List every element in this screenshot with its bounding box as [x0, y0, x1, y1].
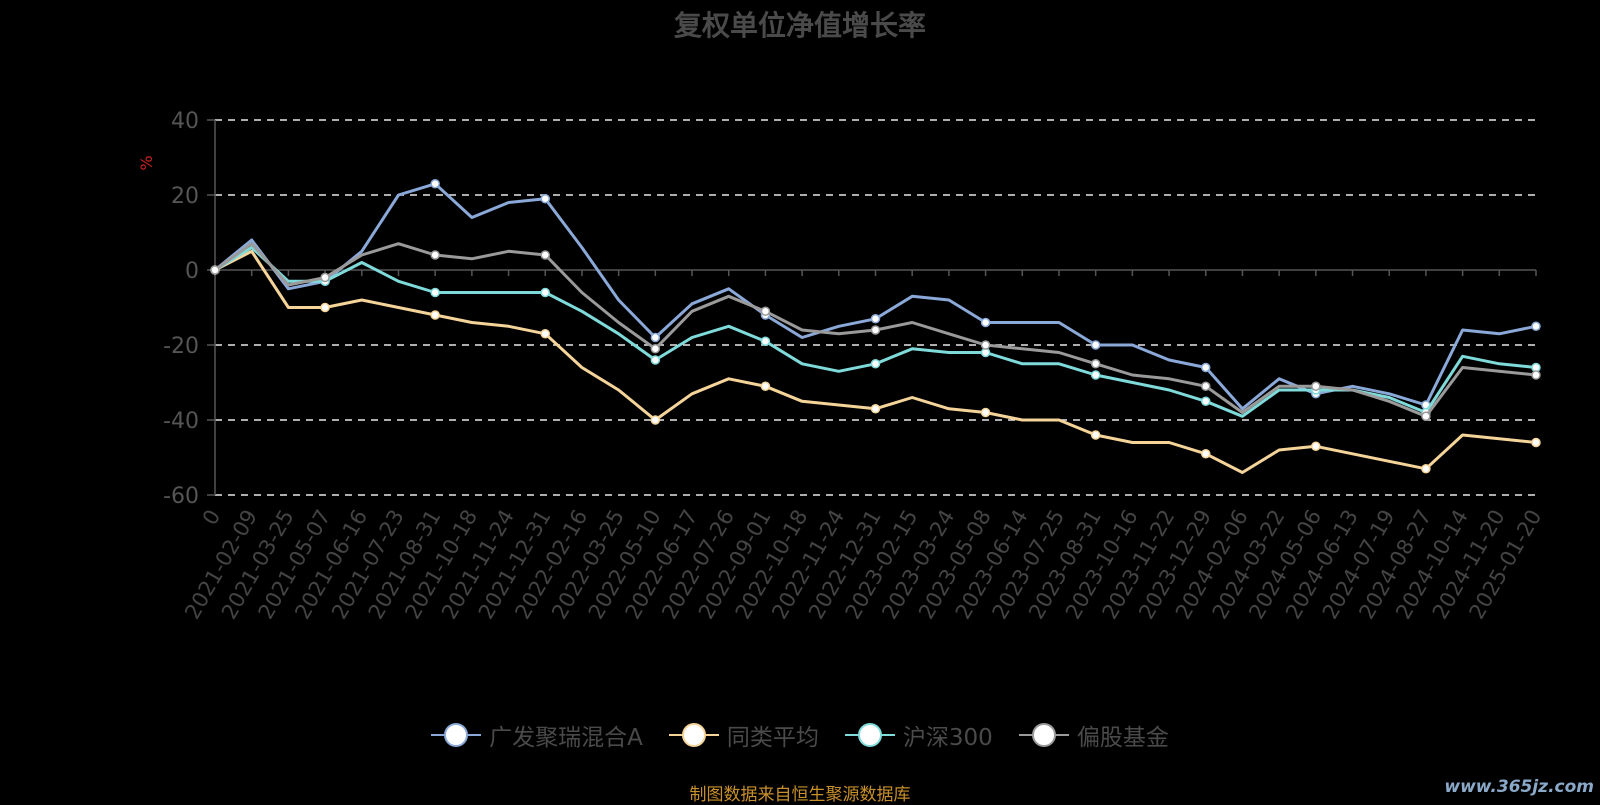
series-point — [1311, 381, 1321, 391]
series-point — [980, 407, 991, 418]
series-point — [1421, 411, 1431, 421]
y-tick-label: -20 — [163, 334, 199, 359]
source-note: 制图数据来自恒生聚源数据库 — [689, 785, 911, 805]
series-point — [650, 332, 661, 343]
series-point — [210, 265, 220, 275]
series-point — [1201, 362, 1211, 373]
series-point — [650, 355, 661, 365]
series-point — [1090, 370, 1101, 380]
series-line — [214, 182, 1537, 411]
x-tick-label: 0 — [198, 506, 225, 530]
legend-item-csi300[interactable]: 沪深300 — [844, 718, 993, 752]
series-point — [1201, 381, 1211, 391]
series-point — [1531, 370, 1541, 380]
legend-swatch-icon — [844, 722, 895, 748]
y-axis-unit-label: % — [137, 155, 156, 170]
legend-swatch-icon — [431, 722, 482, 748]
y-tick-label: 40 — [171, 109, 199, 134]
series-point — [540, 194, 550, 204]
legend-label: 同类平均 — [726, 725, 819, 751]
y-tick-label: -40 — [163, 409, 199, 434]
y-tick-label: 20 — [171, 184, 199, 209]
series-point — [1090, 359, 1101, 369]
legend-item-equity-fund[interactable]: 偏股基金 — [1018, 718, 1169, 752]
series-point — [650, 344, 661, 354]
legend-label: 广发聚瑞混合A — [489, 725, 643, 751]
series-point — [870, 359, 881, 369]
series-point — [540, 250, 550, 260]
series-point — [980, 317, 991, 328]
series-point — [1531, 321, 1541, 331]
series-point — [760, 336, 771, 346]
legend-item-fund[interactable]: 广发聚瑞混合A — [431, 718, 643, 752]
series-point — [980, 340, 991, 350]
series-point — [870, 314, 881, 324]
series-point — [430, 179, 440, 189]
series-point — [650, 415, 661, 425]
series-point — [1090, 340, 1101, 350]
legend-swatch-icon — [1018, 722, 1069, 748]
series-point — [1201, 449, 1211, 459]
series-point — [430, 287, 440, 298]
series-point — [320, 302, 330, 313]
legend-label: 偏股基金 — [1076, 725, 1169, 751]
legend-swatch-icon — [668, 722, 719, 748]
chart-title: 复权单位净值增长率 — [673, 9, 926, 42]
legend: 广发聚瑞混合A 同类平均 沪深300 偏股基金 — [0, 718, 1600, 752]
series-point — [760, 381, 771, 391]
legend-item-peer-average[interactable]: 同类平均 — [668, 718, 819, 752]
series-point — [1531, 437, 1541, 448]
series-point — [1201, 396, 1211, 406]
series-point — [1090, 430, 1101, 440]
series-point — [1421, 464, 1431, 474]
watermark: www.365jz.com — [1444, 777, 1594, 797]
series-point — [1311, 441, 1321, 451]
y-tick-label: -60 — [163, 484, 199, 509]
series-point — [540, 329, 550, 339]
y-tick-label: 0 — [185, 259, 199, 284]
series-point — [870, 325, 881, 335]
series-point — [540, 287, 550, 298]
series-point — [430, 250, 440, 260]
series-point — [430, 310, 440, 320]
series-point — [870, 404, 881, 414]
legend-label: 沪深300 — [902, 725, 993, 751]
series-point — [760, 306, 771, 316]
series-point — [320, 272, 330, 283]
